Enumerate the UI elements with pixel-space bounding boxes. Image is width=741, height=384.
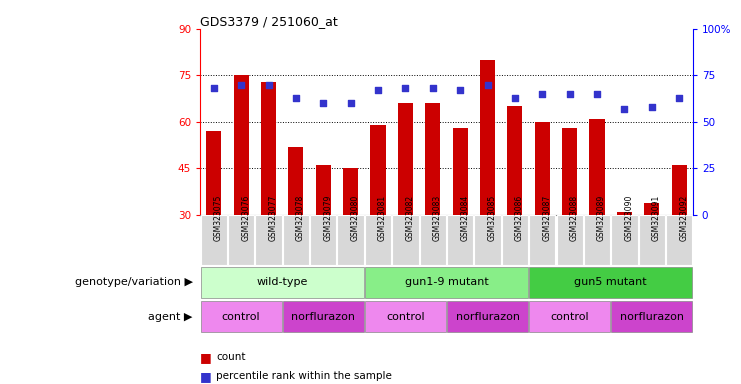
FancyBboxPatch shape <box>529 266 692 298</box>
FancyBboxPatch shape <box>310 215 336 265</box>
Bar <box>671 166 687 215</box>
Point <box>207 85 219 91</box>
FancyBboxPatch shape <box>502 215 528 265</box>
Text: GSM323081: GSM323081 <box>378 194 387 241</box>
Point <box>427 85 439 91</box>
Text: GSM323085: GSM323085 <box>488 194 496 241</box>
Point <box>399 85 411 91</box>
FancyBboxPatch shape <box>392 215 419 265</box>
Point <box>646 104 658 110</box>
Text: GSM323076: GSM323076 <box>241 194 250 241</box>
FancyBboxPatch shape <box>201 301 282 332</box>
Bar <box>617 212 632 215</box>
Text: control: control <box>551 312 589 322</box>
Text: GSM323084: GSM323084 <box>460 194 469 241</box>
Bar <box>370 125 385 215</box>
FancyBboxPatch shape <box>365 266 528 298</box>
FancyBboxPatch shape <box>529 215 556 265</box>
Bar <box>206 131 222 215</box>
Text: GSM323079: GSM323079 <box>323 194 332 241</box>
FancyBboxPatch shape <box>228 215 254 265</box>
Bar <box>316 166 330 215</box>
Text: norflurazon: norflurazon <box>456 312 519 322</box>
FancyBboxPatch shape <box>283 215 309 265</box>
Point <box>536 91 548 97</box>
Point <box>262 81 274 88</box>
Bar <box>535 122 550 215</box>
FancyBboxPatch shape <box>447 215 473 265</box>
Bar <box>508 106 522 215</box>
Text: gun1-9 mutant: gun1-9 mutant <box>405 277 488 287</box>
Text: control: control <box>222 312 260 322</box>
FancyBboxPatch shape <box>337 215 364 265</box>
FancyBboxPatch shape <box>201 215 227 265</box>
Text: genotype/variation ▶: genotype/variation ▶ <box>75 277 193 287</box>
Text: gun5 mutant: gun5 mutant <box>574 277 647 287</box>
Bar <box>398 103 413 215</box>
FancyBboxPatch shape <box>639 215 665 265</box>
FancyBboxPatch shape <box>584 215 610 265</box>
Text: agent ▶: agent ▶ <box>148 312 193 322</box>
Point <box>235 81 247 88</box>
Text: wild-type: wild-type <box>256 277 308 287</box>
FancyBboxPatch shape <box>419 215 446 265</box>
FancyBboxPatch shape <box>611 301 692 332</box>
Text: GSM323091: GSM323091 <box>652 194 661 241</box>
Text: percentile rank within the sample: percentile rank within the sample <box>216 371 392 381</box>
Bar <box>644 203 659 215</box>
Text: GSM323078: GSM323078 <box>296 194 305 241</box>
Bar <box>590 119 605 215</box>
Point <box>372 87 384 93</box>
Bar <box>425 103 440 215</box>
FancyBboxPatch shape <box>256 215 282 265</box>
Text: count: count <box>216 352 246 362</box>
FancyBboxPatch shape <box>666 215 692 265</box>
Text: GDS3379 / 251060_at: GDS3379 / 251060_at <box>200 15 338 28</box>
Bar <box>343 169 358 215</box>
Bar <box>453 128 468 215</box>
Point <box>317 100 329 106</box>
FancyBboxPatch shape <box>365 215 391 265</box>
Point <box>619 106 631 112</box>
FancyBboxPatch shape <box>201 266 364 298</box>
Text: GSM323089: GSM323089 <box>597 194 606 241</box>
Text: GSM323086: GSM323086 <box>515 194 524 241</box>
Text: GSM323082: GSM323082 <box>405 194 414 241</box>
Text: norflurazon: norflurazon <box>619 312 684 322</box>
Bar <box>233 75 249 215</box>
FancyBboxPatch shape <box>447 301 528 332</box>
Bar <box>480 60 495 215</box>
Point <box>564 91 576 97</box>
FancyBboxPatch shape <box>365 301 446 332</box>
Point <box>509 94 521 101</box>
Text: GSM323092: GSM323092 <box>679 194 688 241</box>
Text: control: control <box>386 312 425 322</box>
FancyBboxPatch shape <box>611 215 637 265</box>
Bar <box>261 81 276 215</box>
Point <box>345 100 356 106</box>
Text: GSM323075: GSM323075 <box>213 194 223 241</box>
Point <box>454 87 466 93</box>
Point <box>290 94 302 101</box>
Text: GSM323077: GSM323077 <box>268 194 278 241</box>
Text: GSM323083: GSM323083 <box>433 194 442 241</box>
Text: ■: ■ <box>200 351 216 364</box>
Point <box>591 91 603 97</box>
Bar <box>562 128 577 215</box>
Text: GSM323087: GSM323087 <box>542 194 551 241</box>
Text: GSM323090: GSM323090 <box>625 194 634 241</box>
Text: ■: ■ <box>200 370 216 383</box>
Text: GSM323080: GSM323080 <box>350 194 359 241</box>
Text: norflurazon: norflurazon <box>291 312 355 322</box>
FancyBboxPatch shape <box>529 301 610 332</box>
Point <box>482 81 494 88</box>
Bar <box>288 147 303 215</box>
Point <box>674 94 685 101</box>
FancyBboxPatch shape <box>283 301 364 332</box>
FancyBboxPatch shape <box>474 215 501 265</box>
FancyBboxPatch shape <box>556 215 582 265</box>
Text: GSM323088: GSM323088 <box>570 194 579 241</box>
